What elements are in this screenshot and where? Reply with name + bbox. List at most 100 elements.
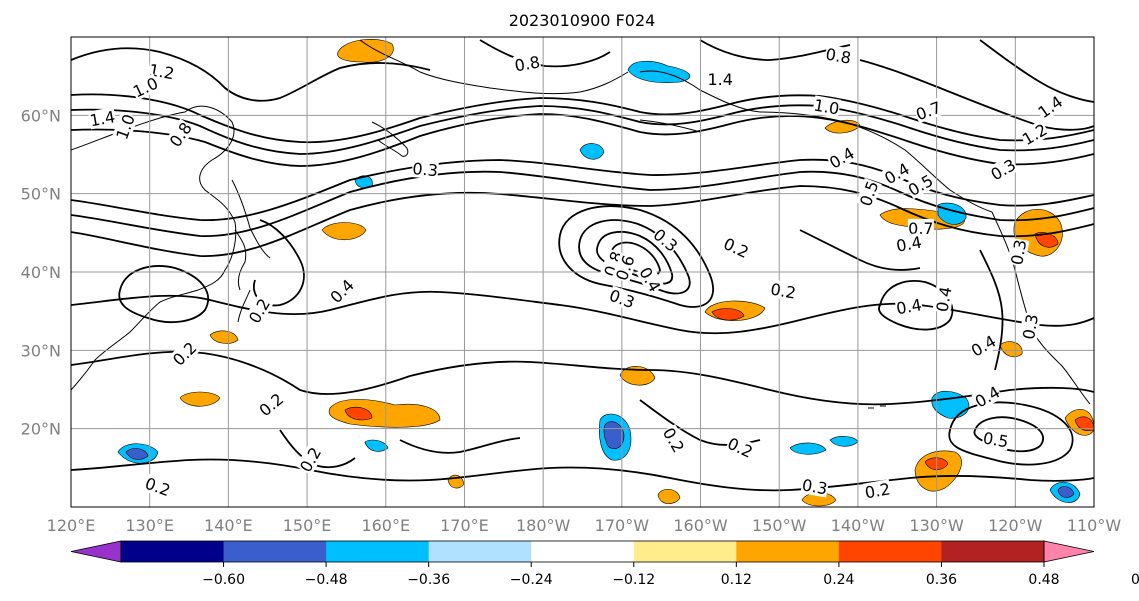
contour-label-bg xyxy=(855,178,882,209)
contour-label-bg xyxy=(720,233,752,262)
contour-label-bg xyxy=(1034,91,1066,122)
contour-label-bg xyxy=(606,285,638,312)
contour-label: 0.8 xyxy=(512,52,542,75)
contour-line xyxy=(71,350,1094,406)
colorbar-extend-low xyxy=(70,540,122,563)
contour-label-bg xyxy=(971,382,1004,411)
contour-label-bg xyxy=(907,218,934,237)
contour-label-bg xyxy=(112,111,139,143)
lat-tick-label: 20°N xyxy=(21,420,61,439)
contour-label-text: 1.4 xyxy=(88,107,116,130)
lon-tick-label: 120°W xyxy=(988,516,1043,535)
contour-label-bg xyxy=(863,479,892,502)
contour-label-bg xyxy=(707,70,734,89)
contour-label-text: 0.5 xyxy=(982,428,1010,451)
contour-label: 1.0 xyxy=(812,95,841,119)
contour-label-bg xyxy=(611,252,638,284)
lon-tick-label: 110°W xyxy=(1067,516,1122,535)
lon-tick-label: 170°W xyxy=(595,516,650,535)
contour-label-bg xyxy=(1007,237,1030,267)
colorbar-tick-label: −0.12 xyxy=(612,572,655,588)
colorbar-bin xyxy=(326,541,430,562)
longitude-labels: 120°E 130°E 140°E 150°E 160°E 170°E 180°W 170°W… xyxy=(47,516,1122,535)
contour-label-text: 0.3 xyxy=(412,159,439,180)
anomaly-patch xyxy=(179,391,221,407)
anomaly-patch xyxy=(125,448,149,460)
lat-tick-label: 40°N xyxy=(21,263,61,282)
contour-line xyxy=(578,219,691,295)
colorbar-outline xyxy=(120,540,1045,563)
contour-label-bg xyxy=(244,294,274,327)
anomaly-patch xyxy=(711,308,745,321)
contour-label: 0.8 xyxy=(824,44,853,68)
contour-line xyxy=(979,39,1094,103)
contour-label-text: 0.3 xyxy=(1019,313,1042,341)
contour-label-bg xyxy=(904,170,937,200)
contour-label-bg xyxy=(932,284,955,314)
contour-label: 0.5 xyxy=(981,428,1011,451)
contour-label-bg xyxy=(913,97,944,124)
contour-label: 0.3 xyxy=(411,159,439,180)
lon-tick-label: 140°E xyxy=(204,516,253,535)
colorbar-tick-label: −0.60 xyxy=(202,572,245,588)
contour-line xyxy=(859,59,1094,131)
contour-label-bg xyxy=(825,143,858,172)
colorbar-tick-label: 0.36 xyxy=(926,572,957,588)
map-frame xyxy=(70,36,1095,508)
contour-line xyxy=(71,113,1094,167)
lon-tick-label: 150°W xyxy=(752,516,807,535)
contour-line xyxy=(479,39,611,68)
contour-label-text: 0.8 xyxy=(513,52,541,75)
contour-label-text: 1.4 xyxy=(707,70,732,89)
contour-label-bg xyxy=(800,475,830,498)
contour-label-bg xyxy=(1018,119,1051,149)
contour-label-bg xyxy=(812,95,841,118)
lon-tick-label: 160°W xyxy=(673,516,728,535)
contour-line xyxy=(71,47,431,102)
lon-tick-label: 180°W xyxy=(516,516,571,535)
contour-line xyxy=(558,205,715,308)
contour-label-bg xyxy=(295,443,325,476)
contour-label-text: 0.3 xyxy=(1007,238,1030,266)
map-title: 2023010900 F024 xyxy=(509,11,656,30)
colorbar-tick-label: 0.60 xyxy=(1131,572,1139,588)
colorbar-bin xyxy=(838,541,942,562)
contour-label-text: 0.2 xyxy=(863,479,891,502)
colorbar-bin xyxy=(736,541,840,562)
contour-label-bg xyxy=(87,107,117,130)
contour-label-bg xyxy=(650,224,682,256)
contour-label-bg xyxy=(411,159,439,180)
colorbar-bin xyxy=(121,541,225,562)
lon-tick-label: 170°E xyxy=(440,516,489,535)
contour-label-bg xyxy=(165,118,196,151)
contour-label: 0.4 xyxy=(894,232,924,256)
colorbar-bin xyxy=(531,541,635,562)
contour-label-text: 0.7 xyxy=(908,219,933,238)
colorbar-bin xyxy=(428,541,532,562)
colorbar-bin xyxy=(941,541,1045,562)
contour-line xyxy=(118,265,210,324)
coastline-asia xyxy=(71,105,237,391)
contour-label-bg xyxy=(824,44,853,67)
lon-tick-label: 150°E xyxy=(283,516,332,535)
colorbar: −0.60 −0.48 −0.36 −0.24 −0.12 0.12 0.24 0.36 0.4… xyxy=(70,540,1139,588)
contour-label: 0.4 xyxy=(894,295,924,318)
contour-label: 0.2 xyxy=(863,479,892,502)
contour-label-bg xyxy=(512,52,542,75)
colorbar-tick-label: 0.24 xyxy=(823,572,854,588)
anomaly-patch xyxy=(364,439,389,452)
lat-tick-label: 30°N xyxy=(21,341,61,360)
contour-label: 1.4 xyxy=(707,70,734,89)
contour-label-bg xyxy=(987,155,1019,184)
coastline-hawaii xyxy=(868,405,886,409)
contour-label-bg xyxy=(255,389,287,420)
anomaly-patch xyxy=(1034,232,1059,248)
contour-label: 0.4 xyxy=(932,284,956,314)
colorbar-bin xyxy=(223,541,327,562)
anomaly-patch xyxy=(657,489,681,504)
anomaly-patch xyxy=(1057,486,1075,498)
contour-label-bg xyxy=(881,158,913,188)
contour-label: 0.3 xyxy=(1018,312,1042,342)
contour-line xyxy=(878,280,954,331)
